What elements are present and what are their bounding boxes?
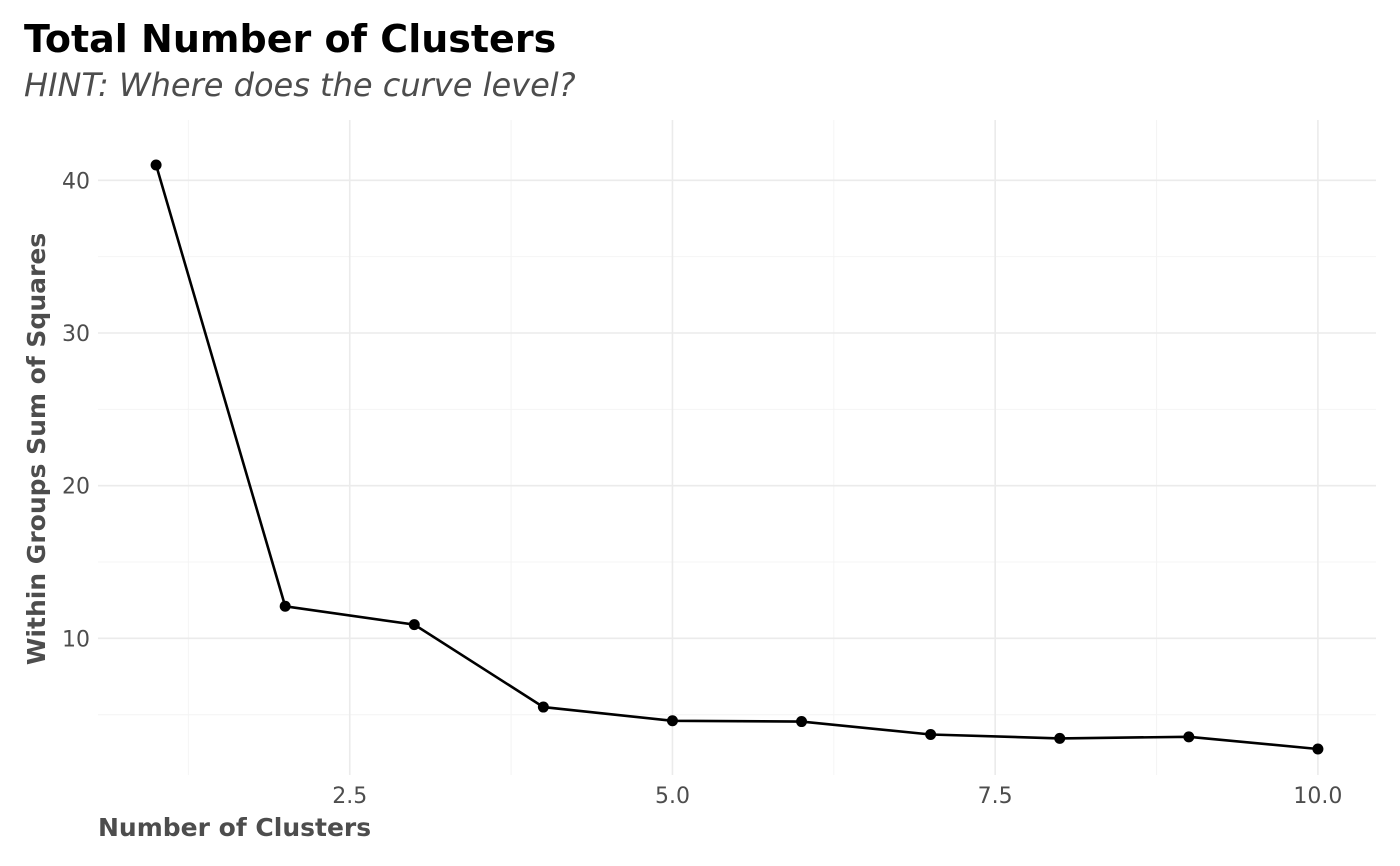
series-wss [150,159,1324,755]
data-point [150,159,162,171]
x-tick-label: 7.5 [978,784,1013,809]
y-tick-label: 30 [62,322,90,347]
x-tick-label: 5.0 [655,784,690,809]
data-point [408,619,420,631]
data-point [796,716,808,728]
y-tick-label: 10 [62,627,90,652]
x-axis-ticks: 2.5 5.0 7.5 10.0 [332,784,1342,809]
chart-title: Total Number of Clusters [24,17,556,61]
y-axis-title: Within Groups Sum of Squares [22,233,51,665]
grid-lines [98,120,1376,775]
data-point [1183,731,1195,743]
x-tick-label: 10.0 [1293,784,1342,809]
x-tick-label: 2.5 [332,784,367,809]
data-point [925,729,937,741]
chart-subtitle: HINT: Where does the curve level? [24,66,576,104]
series-line [154,164,1319,751]
data-point [537,701,549,713]
x-axis-title: Number of Clusters [98,813,371,842]
y-tick-label: 20 [62,475,90,500]
data-point [1054,732,1066,744]
y-tick-label: 40 [62,169,90,194]
data-point [279,600,291,612]
data-point [666,715,678,727]
data-point [1312,743,1324,755]
y-axis-ticks: 10 20 30 40 [62,169,90,652]
